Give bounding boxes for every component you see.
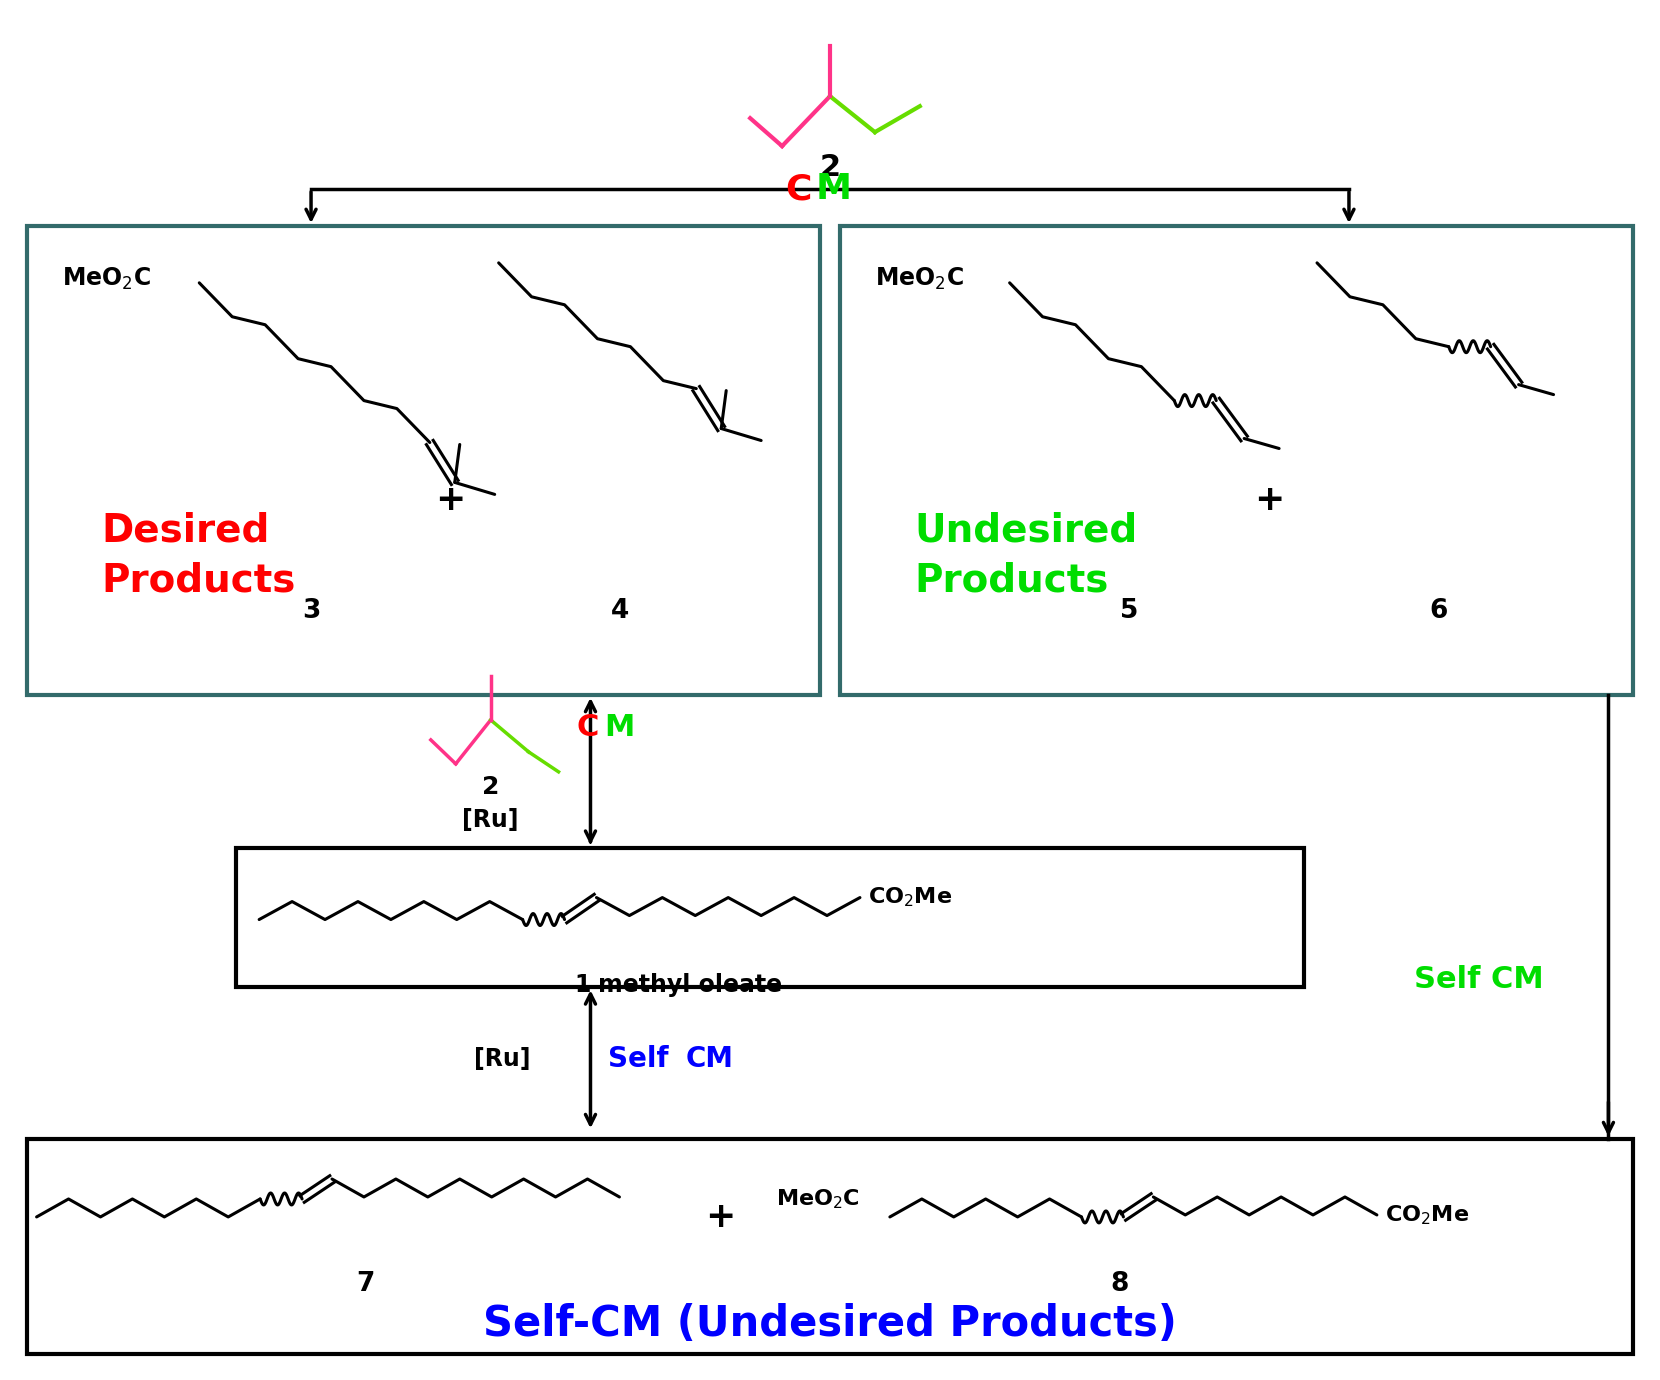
- Text: C: C: [576, 713, 599, 742]
- Text: Products: Products: [101, 562, 295, 599]
- Text: MeO$_2$C: MeO$_2$C: [875, 266, 964, 293]
- Text: 4: 4: [611, 598, 629, 624]
- Text: MeO$_2$C: MeO$_2$C: [777, 1187, 860, 1210]
- Text: Self: Self: [609, 1045, 679, 1074]
- Text: 1: 1: [574, 973, 591, 998]
- Text: Undesired: Undesired: [915, 512, 1139, 549]
- Text: +: +: [1253, 483, 1285, 518]
- Text: 8: 8: [1111, 1271, 1129, 1297]
- Text: +: +: [435, 483, 466, 518]
- Text: Self-CM (Undesired Products): Self-CM (Undesired Products): [483, 1303, 1177, 1344]
- Text: +: +: [706, 1201, 735, 1234]
- Text: Products: Products: [915, 562, 1109, 599]
- Text: CO$_2$Me: CO$_2$Me: [1384, 1203, 1469, 1227]
- Bar: [27, 1138, 1633, 1354]
- Bar: [27, 226, 820, 696]
- Text: [Ru]: [Ru]: [463, 807, 520, 832]
- Text: Desired: Desired: [101, 512, 271, 549]
- Text: C: C: [785, 172, 812, 206]
- Text: 2: 2: [481, 774, 500, 799]
- Text: M: M: [604, 713, 634, 742]
- Text: methyl oleate: methyl oleate: [599, 973, 782, 998]
- Text: [Ru]: [Ru]: [475, 1047, 531, 1071]
- Bar: [840, 226, 1633, 696]
- Text: 7: 7: [357, 1271, 375, 1297]
- Text: CO$_2$Me: CO$_2$Me: [868, 886, 953, 909]
- Text: CM: CM: [686, 1045, 734, 1074]
- Text: 2: 2: [820, 153, 840, 182]
- Text: 6: 6: [1429, 598, 1448, 624]
- Text: Self CM: Self CM: [1414, 965, 1544, 994]
- Text: MeO$_2$C: MeO$_2$C: [61, 266, 151, 293]
- Text: M: M: [817, 172, 852, 206]
- Text: 3: 3: [302, 598, 320, 624]
- Bar: [236, 847, 1305, 988]
- Text: 5: 5: [1120, 598, 1139, 624]
